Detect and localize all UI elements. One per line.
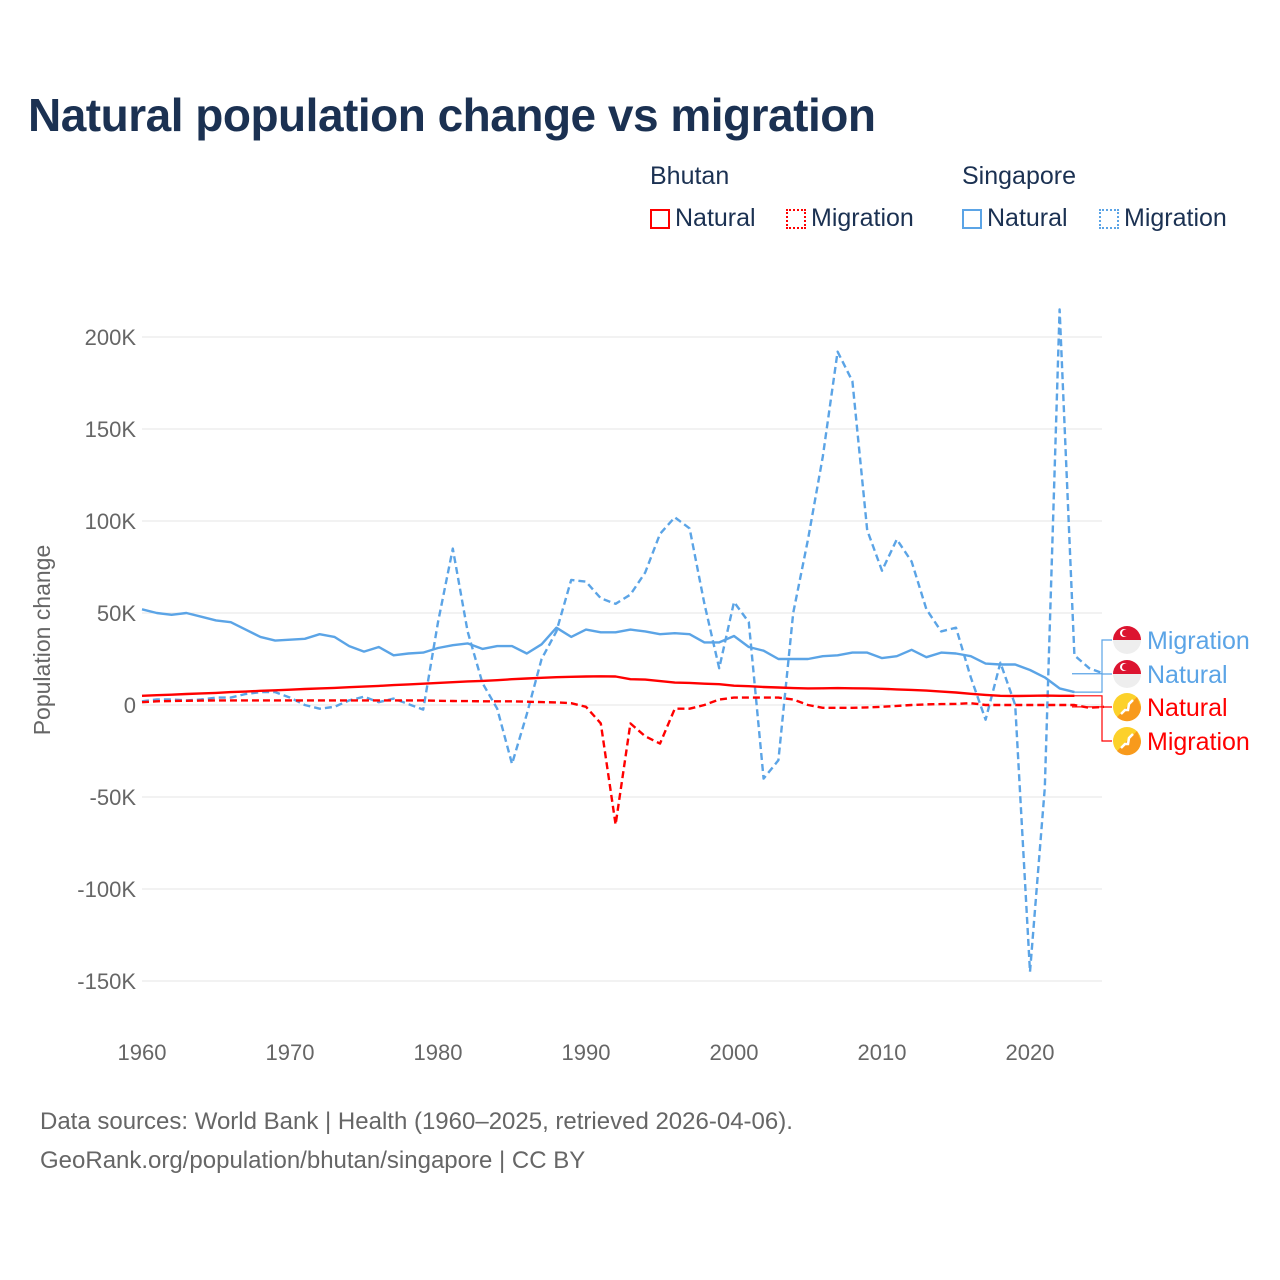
legend-group-singapore: Singapore [962, 162, 1076, 190]
series-line-singapore-natural [141, 608, 1075, 694]
source-line-2[interactable]: GeoRank.org/population/bhutan/singapore … [40, 1147, 586, 1174]
x-tick-label: 1960 [118, 1040, 167, 1065]
y-tick-label: 0 [124, 693, 136, 718]
x-tick-label: 1970 [266, 1040, 315, 1065]
y-tick-label: -100K [77, 877, 136, 902]
x-tick-label: 1980 [414, 1040, 463, 1065]
solid-swatch-icon [962, 208, 982, 229]
y-tick-label: -50K [90, 785, 137, 810]
solid-swatch-icon [650, 208, 670, 229]
y-tick-label: 50K [97, 601, 136, 626]
bhutan-flag-icon [1113, 727, 1142, 756]
legend-label: Migration [1124, 204, 1227, 232]
singapore-flag-icon [1113, 660, 1141, 688]
leader-line [1072, 706, 1112, 742]
singapore-flag-icon [1113, 626, 1141, 654]
legend-label: Natural [987, 204, 1068, 232]
y-axis-label: Population change [29, 545, 55, 736]
legend-item-bhutan-migration[interactable]: Migration [786, 204, 914, 233]
y-tick-label: 150K [85, 417, 137, 442]
end-label-bhutan-natural: Natural [1147, 694, 1228, 722]
series-line-bhutan-natural [141, 675, 1075, 698]
x-tick-label: 2020 [1006, 1040, 1055, 1065]
legend-item-singapore-migration[interactable]: Migration [1099, 204, 1227, 233]
series-line-singapore-migration [141, 308, 1105, 973]
end-label-singapore-natural: Natural [1147, 661, 1228, 689]
legend-item-bhutan-natural[interactable]: Natural [650, 204, 756, 233]
end-label-bhutan-migration: Migration [1147, 728, 1250, 756]
bhutan-flag-icon [1113, 693, 1142, 722]
y-tick-label: 100K [85, 509, 137, 534]
legend-label: Migration [811, 204, 914, 232]
end-label-singapore-migration: Migration [1147, 627, 1250, 655]
leader-line [1072, 639, 1112, 675]
x-tick-label: 2010 [858, 1040, 907, 1065]
chart-title: Natural population change vs migration [28, 89, 876, 141]
series-line-bhutan-migration [141, 696, 1105, 826]
leader-line [1072, 695, 1112, 708]
y-tick-label: 200K [85, 325, 137, 350]
legend-label: Natural [675, 204, 756, 232]
legend-item-singapore-natural[interactable]: Natural [962, 204, 1068, 233]
x-tick-label: 2000 [710, 1040, 759, 1065]
source-line-1: Data sources: World Bank | Health (1960–… [40, 1108, 793, 1135]
y-tick-label: -150K [77, 969, 136, 994]
legend-group-bhutan: Bhutan [650, 162, 730, 190]
x-tick-label: 1990 [562, 1040, 611, 1065]
dotted-swatch-icon [1099, 208, 1119, 229]
dotted-swatch-icon [786, 208, 806, 229]
leader-line [1072, 673, 1112, 693]
